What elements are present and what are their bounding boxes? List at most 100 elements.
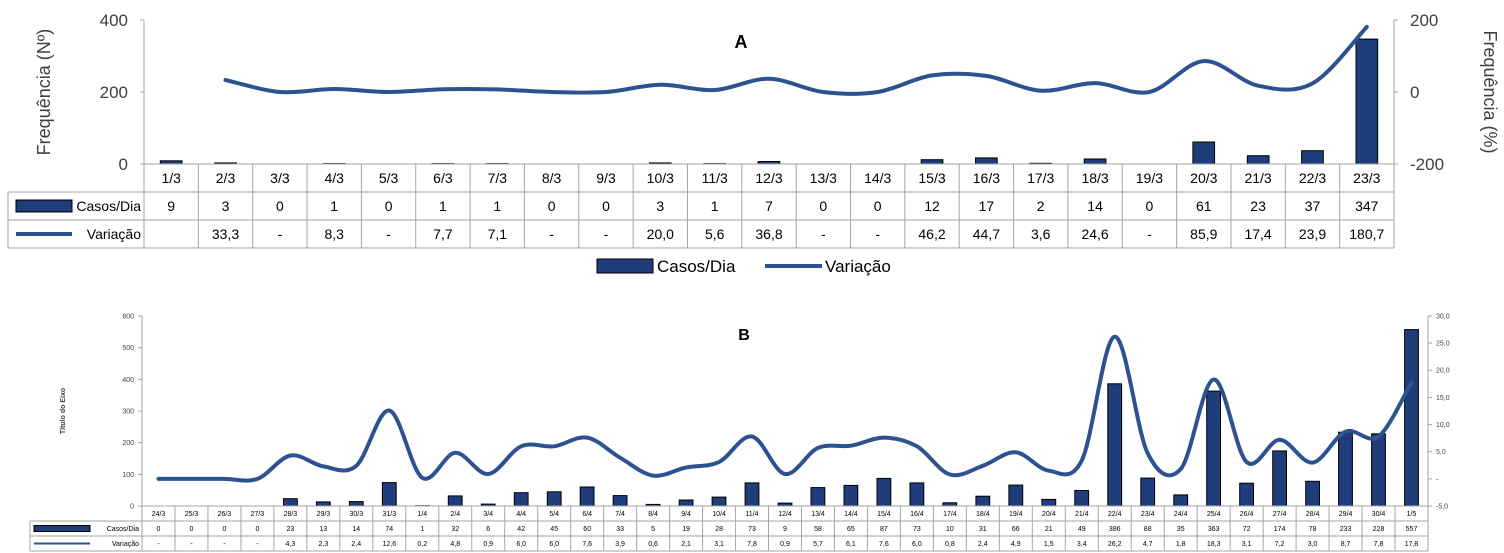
category-label: 18/3: [1081, 170, 1108, 186]
y2-tick-label: -: [1436, 476, 1439, 483]
data-label-variacao: 1,5: [1044, 541, 1054, 548]
legend-key-casos: [15, 199, 73, 213]
data-label-casos: 5: [651, 526, 655, 533]
data-label-casos: 1: [439, 198, 447, 214]
data-label-casos: 33: [616, 526, 624, 533]
data-label-casos: 7: [765, 198, 773, 214]
y-tick-label: 400: [122, 377, 134, 384]
category-label: 2/4: [450, 511, 460, 518]
data-label-casos: 9: [783, 526, 787, 533]
bar-casos-26/4: [1239, 482, 1254, 507]
data-label-casos: 0: [276, 198, 284, 214]
data-label-variacao: 17,4: [1244, 226, 1271, 242]
bar-casos-29/4: [1338, 431, 1353, 507]
data-label-casos: 21: [1045, 526, 1053, 533]
data-label-variacao: 0,2: [417, 541, 427, 548]
category-label: 29/4: [1339, 511, 1353, 518]
bar-casos-28/4: [1305, 480, 1320, 507]
bar-casos-2/4: [447, 495, 463, 507]
y2-tick-label: 200: [1410, 11, 1438, 30]
data-label-variacao: 2,4: [978, 541, 988, 548]
y2-tick-label: -5,0: [1436, 503, 1448, 510]
data-label-casos: 0: [819, 198, 827, 214]
data-label-variacao: 7,7: [433, 226, 453, 242]
data-label-casos: 233: [1340, 526, 1352, 533]
legend-label-casos: Casos/Dia: [657, 257, 736, 276]
category-label: 12/4: [778, 511, 792, 518]
data-label-casos: 12: [924, 198, 940, 214]
bar-casos-22/4: [1107, 383, 1123, 507]
category-label: 30/3: [349, 511, 363, 518]
category-label: 19/4: [1009, 511, 1023, 518]
data-label-variacao: 26,2: [1108, 541, 1122, 548]
category-label: 21/4: [1075, 511, 1089, 518]
data-label-casos: 58: [814, 526, 822, 533]
data-label-variacao: 0,9: [483, 541, 493, 548]
y-tick-label: 200: [100, 83, 128, 102]
y-axis-label: Título do Eixo: [60, 388, 67, 434]
category-label: 25/4: [1207, 511, 1221, 518]
data-label-variacao: -: [256, 541, 259, 548]
data-label-casos: 73: [913, 526, 921, 533]
bar-casos-31/3: [381, 482, 397, 507]
bar-casos-23/3: [1355, 38, 1379, 165]
y-axis-label: Frequência (Nº): [34, 29, 54, 156]
data-label-casos: 1: [330, 198, 338, 214]
category-label: 23/3: [1353, 170, 1380, 186]
data-label-variacao: 7,6: [582, 541, 592, 548]
data-label-variacao: -: [604, 226, 609, 242]
category-label: 16/3: [973, 170, 1000, 186]
data-label-variacao: 7,8: [747, 541, 757, 548]
y2-tick-label: -200: [1410, 155, 1444, 174]
data-label-casos: 88: [1144, 526, 1152, 533]
category-label: 21/3: [1244, 170, 1271, 186]
bar-casos-11/4: [744, 482, 760, 507]
category-label: 24/3: [152, 511, 166, 518]
category-label: 24/4: [1174, 511, 1188, 518]
data-label-casos: 87: [880, 526, 888, 533]
category-label: 9/4: [681, 511, 691, 518]
bar-casos-23/4: [1140, 477, 1156, 507]
data-label-variacao: -: [386, 226, 391, 242]
data-label-variacao: 36,8: [755, 226, 782, 242]
legend-swatch-casos: [596, 258, 654, 274]
data-label-casos: 0: [190, 526, 194, 533]
category-label: 28/3: [284, 511, 298, 518]
line-variacao: [223, 24, 1369, 96]
data-label-casos: 6: [486, 526, 490, 533]
y2-tick-label: 0: [1410, 83, 1419, 102]
data-label-casos: 74: [385, 526, 393, 533]
data-label-casos: 19: [682, 526, 690, 533]
chart-b: B0100200300400500600-5,0-5,010,015,020,0…: [29, 313, 1450, 552]
data-label-variacao: 4,8: [450, 541, 460, 548]
y2-tick-label: 25,0: [1436, 341, 1450, 348]
bar-casos-7/4: [612, 495, 628, 507]
data-label-casos: 28: [715, 526, 723, 533]
category-label: 7/4: [615, 511, 625, 518]
data-label-variacao: 3,9: [615, 541, 625, 548]
data-label-casos: 45: [550, 526, 558, 533]
data-label-casos: 32: [451, 526, 459, 533]
data-label-casos: 386: [1109, 526, 1121, 533]
data-label-casos: 557: [1406, 526, 1418, 533]
data-label-variacao: 3,1: [714, 541, 724, 548]
y-tick-label: 500: [122, 345, 134, 352]
data-label-variacao: 44,7: [973, 226, 1000, 242]
data-label-casos: 61: [1196, 198, 1212, 214]
data-label-casos: 60: [583, 526, 591, 533]
category-label: 14/3: [864, 170, 891, 186]
category-label: 28/4: [1306, 511, 1320, 518]
data-label-casos: 0: [157, 526, 161, 533]
data-label-variacao: 2,4: [351, 541, 361, 548]
data-label-variacao: -: [278, 226, 283, 242]
bar-casos-9/4: [678, 499, 694, 507]
data-label-variacao: -: [1147, 226, 1152, 242]
category-label: 4/3: [324, 170, 344, 186]
category-label: 29/3: [317, 511, 331, 518]
data-label-casos: 23: [1250, 198, 1266, 214]
data-label-variacao: 6,1: [846, 541, 856, 548]
bar-casos-10/4: [711, 496, 727, 507]
data-label-variacao: 46,2: [918, 226, 945, 242]
data-label-variacao: 8,3: [324, 226, 344, 242]
category-label: 25/3: [185, 511, 199, 518]
